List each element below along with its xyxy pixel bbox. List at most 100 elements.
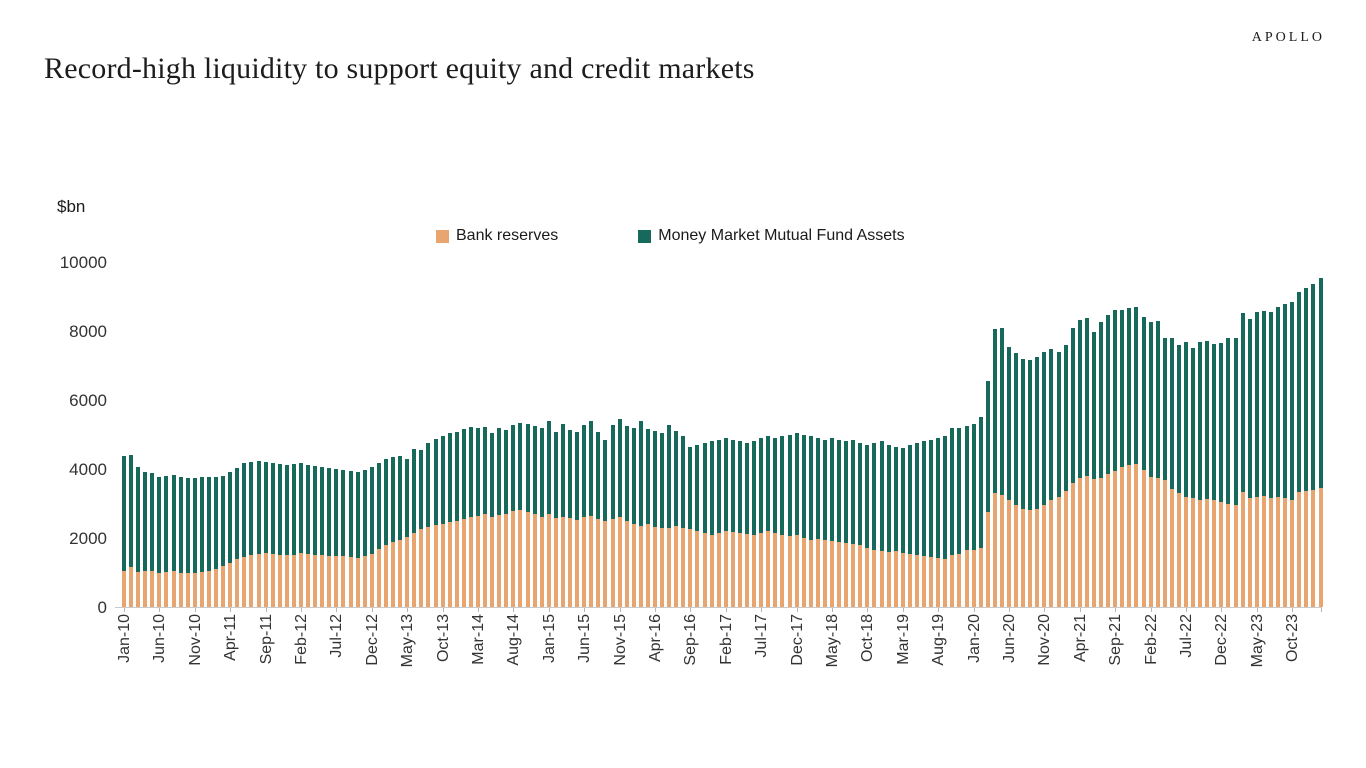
bar-mmf-assets	[461, 429, 466, 520]
bar-mmf-assets	[971, 424, 976, 550]
bar-mmf-assets	[214, 476, 219, 570]
bar-bank-reserves	[1049, 500, 1054, 607]
bar-bank-reserves	[1106, 474, 1111, 607]
bar-bank-reserves	[553, 518, 558, 607]
bar-mmf-assets	[929, 439, 934, 557]
bar-mmf-assets	[150, 473, 155, 572]
bar-bank-reserves	[922, 555, 927, 607]
bar-mmf-assets	[822, 439, 827, 541]
bar-bank-reserves	[936, 557, 941, 607]
bar-bank-reserves	[872, 550, 877, 607]
plot-area	[115, 262, 1323, 607]
bar-mmf-assets	[603, 439, 608, 522]
bar-bank-reserves	[709, 534, 714, 607]
bar-mmf-assets	[1014, 353, 1019, 506]
bar-bank-reserves	[433, 524, 438, 607]
x-tick-label: Jan-10	[116, 614, 133, 663]
bar-mmf-assets	[914, 443, 919, 556]
bar-mmf-assets	[759, 437, 764, 533]
bar-mmf-assets	[723, 437, 728, 532]
x-tick-label: Oct-13	[434, 614, 452, 663]
bar-mmf-assets	[936, 437, 941, 558]
bar-bank-reserves	[1084, 475, 1089, 607]
bar-bank-reserves	[631, 524, 636, 607]
bar-mmf-assets	[815, 437, 820, 539]
bar-mmf-assets	[1099, 321, 1104, 478]
x-tick-label: Apr-21	[1071, 614, 1089, 663]
x-tick-label: Mar-19	[894, 614, 912, 665]
x-tick-label: Dec-12	[363, 614, 381, 666]
bar-bank-reserves	[716, 532, 721, 607]
bar-mmf-assets	[999, 327, 1004, 495]
bar-mmf-assets	[631, 428, 636, 525]
bar-bank-reserves	[1304, 490, 1309, 607]
x-tick-label: Nov-20	[1036, 614, 1054, 666]
bar-bank-reserves	[1176, 493, 1181, 607]
legend: Bank reserves Money Market Mutual Fund A…	[436, 227, 905, 245]
x-tick-label: Sep-21	[1107, 614, 1125, 666]
x-tick-mark	[761, 608, 763, 612]
bar-bank-reserves	[1113, 470, 1118, 607]
bar-bank-reserves	[440, 523, 445, 607]
bar-mmf-assets	[362, 470, 367, 556]
x-tick-mark	[1079, 608, 1081, 612]
bar-mmf-assets	[1169, 337, 1174, 490]
bar-mmf-assets	[1042, 351, 1047, 506]
bar-mmf-assets	[490, 433, 495, 517]
bar-bank-reserves	[730, 531, 735, 607]
bar-mmf-assets	[405, 459, 410, 537]
bar-mmf-assets	[837, 439, 842, 543]
bar-bank-reserves	[603, 521, 608, 607]
bar-mmf-assets	[1028, 360, 1033, 511]
bar-mmf-assets	[667, 424, 672, 528]
bar-bank-reserves	[1233, 504, 1238, 607]
bar-bank-reserves	[653, 526, 657, 607]
bar-bank-reserves	[1007, 500, 1011, 607]
bar-mmf-assets	[582, 424, 587, 518]
bar-bank-reserves	[1134, 463, 1139, 607]
bar-mmf-assets	[992, 329, 997, 494]
bar-mmf-assets	[560, 423, 565, 517]
bar-mmf-assets	[511, 424, 516, 511]
apollo-logo: APOLLO	[1251, 30, 1325, 45]
y-axis-unit-label: $bn	[57, 197, 86, 216]
legend-swatch-mmf-assets	[638, 229, 652, 243]
x-tick-label: Jun-10	[151, 614, 169, 663]
bar-mmf-assets	[1261, 310, 1266, 496]
bar-mmf-assets	[645, 429, 650, 525]
bar-mmf-assets	[398, 455, 403, 540]
bar-mmf-assets	[468, 427, 473, 518]
bar-mmf-assets	[532, 425, 537, 514]
legend-item-bank-reserves: Bank reserves	[436, 227, 558, 245]
bar-mmf-assets	[653, 431, 657, 527]
bar-bank-reserves	[950, 555, 955, 607]
bar-bank-reserves	[624, 520, 629, 607]
bar-mmf-assets	[539, 428, 544, 517]
bar-bank-reserves	[1035, 508, 1040, 607]
x-tick-label: Dec-22	[1213, 614, 1231, 666]
bar-bank-reserves	[1219, 502, 1224, 607]
x-tick-mark	[159, 608, 161, 612]
x-tick-label: May-18	[824, 614, 841, 668]
bar-mmf-assets	[660, 432, 665, 529]
bar-mmf-assets	[178, 477, 183, 573]
y-tick-label: 4000	[69, 460, 107, 479]
x-tick-label: Feb-17	[717, 614, 735, 665]
bar-bank-reserves	[334, 555, 339, 607]
bar-mmf-assets	[596, 431, 601, 519]
bar-mmf-assets	[249, 461, 254, 556]
bar-mmf-assets	[1148, 321, 1153, 477]
bar-bank-reserves	[851, 543, 856, 607]
bar-mmf-assets	[376, 463, 381, 550]
bar-mmf-assets	[433, 439, 438, 525]
bar-bank-reserves	[122, 570, 126, 607]
bar-mmf-assets	[879, 441, 884, 552]
bar-bank-reserves	[893, 551, 898, 607]
bar-bank-reserves	[822, 540, 827, 607]
bar-bank-reserves	[1184, 496, 1188, 607]
x-tick-label: Apr-11	[222, 614, 240, 661]
bar-bank-reserves	[412, 532, 417, 607]
x-tick-mark	[194, 608, 196, 612]
bar-bank-reserves	[844, 543, 849, 607]
bar-bank-reserves	[879, 551, 884, 607]
